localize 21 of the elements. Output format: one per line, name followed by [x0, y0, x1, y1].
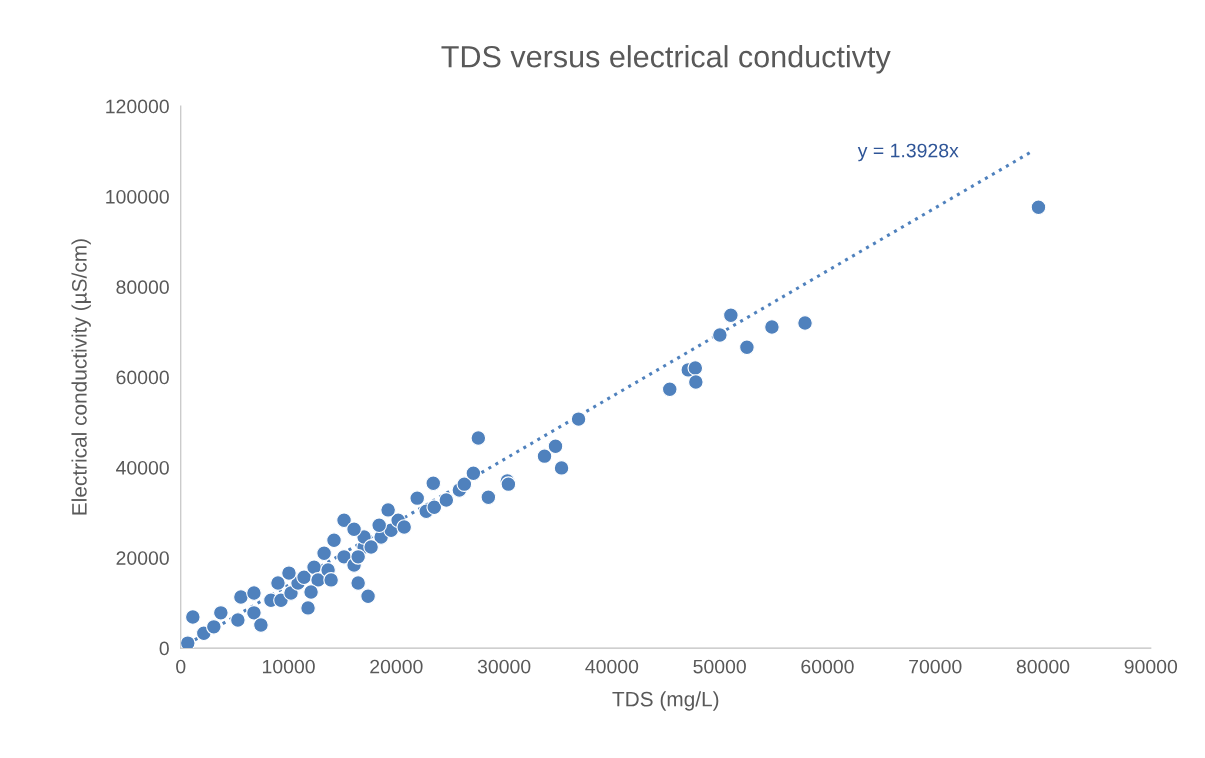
y-tick-label: 20000	[116, 551, 169, 565]
x-tick-label: 40000	[585, 659, 639, 674]
annotation: y = 1.3928x	[857, 143, 959, 162]
x-tick-label: 30000	[477, 659, 531, 674]
y-tick-label: 40000	[116, 460, 169, 475]
x-tick-label: 90000	[1124, 659, 1178, 674]
y-tick-label: 80000	[116, 280, 169, 295]
y-axis-title: Electrical conductivity (µS/cm)	[71, 239, 91, 515]
x-tick-label: 70000	[909, 659, 962, 674]
x-tick-label: 80000	[1016, 659, 1070, 674]
x-tick-label: 60000	[801, 659, 854, 674]
x-tick-label: 50000	[693, 659, 746, 674]
x-tick-label: 10000	[262, 659, 315, 674]
y-tick-label: 120000	[106, 99, 169, 114]
x-tick-label: 20000	[370, 659, 423, 674]
y-tick-label: 100000	[106, 189, 169, 204]
x-axis-title: TDS (mg/L)	[612, 691, 719, 711]
chart-title: TDS versus electrical conductivty	[441, 45, 891, 74]
y-tick-label: 60000	[116, 370, 169, 385]
y-tick-label: 0	[159, 641, 169, 656]
x-tick-label: 0	[176, 659, 186, 674]
